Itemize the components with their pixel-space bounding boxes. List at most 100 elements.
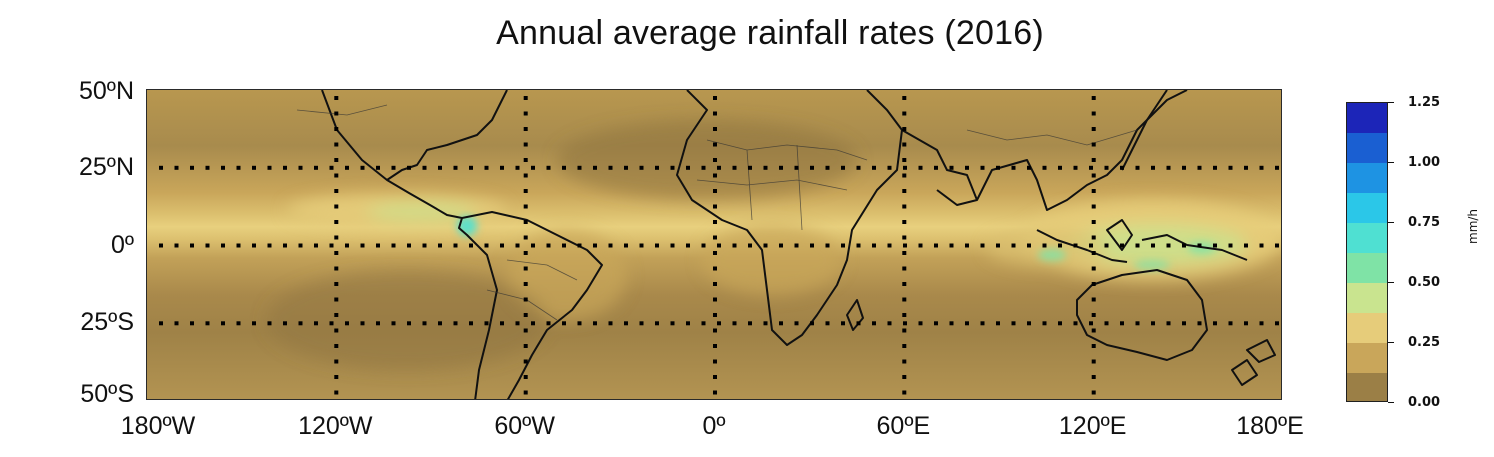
- graticule-dot: [686, 321, 690, 326]
- graticule-dot: [376, 243, 380, 248]
- graticule-dot: [887, 243, 892, 248]
- graticule-dot: [221, 243, 225, 248]
- graticule-dot: [360, 165, 365, 170]
- graticule: [159, 96, 1279, 395]
- graticule-dot: [334, 111, 339, 116]
- graticule-dot: [1091, 266, 1096, 271]
- graticule-dot: [713, 344, 717, 348]
- colorbar-bin: [1347, 253, 1387, 283]
- graticule-dot: [902, 204, 907, 209]
- graticule-dot: [314, 243, 318, 248]
- graticule-dot: [903, 321, 907, 326]
- graticule-dot: [825, 165, 830, 170]
- graticule-dot: [523, 266, 528, 271]
- graticule-dot: [902, 235, 907, 240]
- graticule-dot: [562, 165, 566, 170]
- graticule-dot: [1104, 165, 1109, 170]
- graticule-dot: [872, 321, 876, 326]
- graticule-dot: [856, 321, 861, 326]
- graticule-dot: [841, 165, 845, 170]
- graticule-dot: [1197, 165, 1202, 170]
- graticule-dot: [763, 321, 768, 326]
- graticule-dot: [902, 266, 907, 271]
- graticule-dot: [639, 165, 644, 170]
- graticule-dot: [713, 158, 717, 162]
- graticule-dot: [980, 165, 985, 170]
- latitude-label: 50ºN: [79, 77, 134, 105]
- graticule-dot: [713, 282, 717, 286]
- graticule-dot: [1091, 359, 1096, 364]
- graticule-dot: [949, 165, 954, 170]
- colorbar-bin: [1347, 163, 1387, 193]
- colorbar-bin: [1347, 283, 1387, 313]
- graticule-dot: [205, 165, 210, 170]
- graticule-dot: [334, 359, 339, 364]
- graticule-dot: [334, 266, 339, 271]
- graticule-dot: [934, 321, 938, 326]
- graticule-dot: [515, 321, 520, 326]
- graticule-dot: [1058, 243, 1062, 248]
- graticule-dot: [748, 321, 752, 326]
- graticule-dot: [523, 142, 528, 147]
- graticule-dot: [523, 189, 528, 193]
- graticule-dot: [902, 344, 907, 348]
- graticule-dot: [713, 375, 717, 379]
- longitude-label: 0º: [702, 412, 726, 440]
- graticule-dot: [345, 165, 349, 170]
- graticule-dot: [1073, 321, 1078, 326]
- graticule-dot: [872, 243, 876, 248]
- graticule-dot: [523, 282, 528, 286]
- graticule-dot: [236, 321, 241, 326]
- graticule-dot: [686, 165, 690, 170]
- graticule-dot: [1091, 390, 1096, 395]
- graticule-dot: [159, 165, 163, 170]
- colorbar-tick: [1388, 102, 1394, 103]
- graticule-dot: [902, 158, 907, 162]
- graticule-dot: [934, 243, 938, 248]
- graticule-dot: [748, 243, 752, 248]
- chart-title: Annual average rainfall rates (2016): [496, 14, 1044, 52]
- graticule-dot: [655, 165, 659, 170]
- graticule-dot: [1228, 321, 1233, 326]
- graticule-dot: [732, 243, 737, 248]
- graticule-dot: [624, 321, 628, 326]
- graticule-dot: [608, 321, 613, 326]
- graticule-dot: [639, 321, 644, 326]
- graticule-dot: [334, 297, 339, 302]
- graticule-dot: [1073, 243, 1078, 248]
- graticule-dot: [810, 321, 814, 326]
- graticule-dot: [713, 251, 717, 255]
- graticule-dot: [190, 165, 194, 170]
- graticule-dot: [1259, 321, 1264, 326]
- graticule-dot: [1091, 158, 1096, 162]
- graticule-dot: [523, 158, 528, 162]
- graticule-dot: [713, 266, 717, 271]
- graticule-dot: [523, 96, 528, 100]
- graticule-dot: [1182, 243, 1186, 248]
- graticule-dot: [407, 243, 411, 248]
- graticule-dot: [174, 165, 179, 170]
- graticule-dot: [523, 313, 528, 317]
- graticule-dot: [523, 111, 528, 116]
- coastlines: [321, 90, 1276, 399]
- graticule-dot: [484, 243, 489, 248]
- graticule-dot: [1166, 321, 1171, 326]
- graticule-dot: [779, 321, 783, 326]
- graticule-dot: [949, 321, 954, 326]
- graticule-dot: [608, 165, 613, 170]
- graticule-dot: [1151, 165, 1155, 170]
- graticule-dot: [1091, 96, 1096, 100]
- colorbar-bin: [1347, 313, 1387, 343]
- graticule-dot: [1244, 243, 1248, 248]
- graticule-dot: [334, 158, 339, 162]
- graticule-dot: [902, 313, 907, 317]
- graticule-dot: [1058, 165, 1062, 170]
- colorbar-bin: [1347, 133, 1387, 163]
- graticule-dot: [902, 127, 907, 131]
- graticule-dot: [334, 282, 339, 286]
- graticule-dot: [713, 111, 717, 116]
- graticule-dot: [345, 321, 349, 326]
- graticule-dot: [670, 321, 675, 326]
- graticule-dot: [469, 165, 473, 170]
- graticule-dot: [314, 321, 318, 326]
